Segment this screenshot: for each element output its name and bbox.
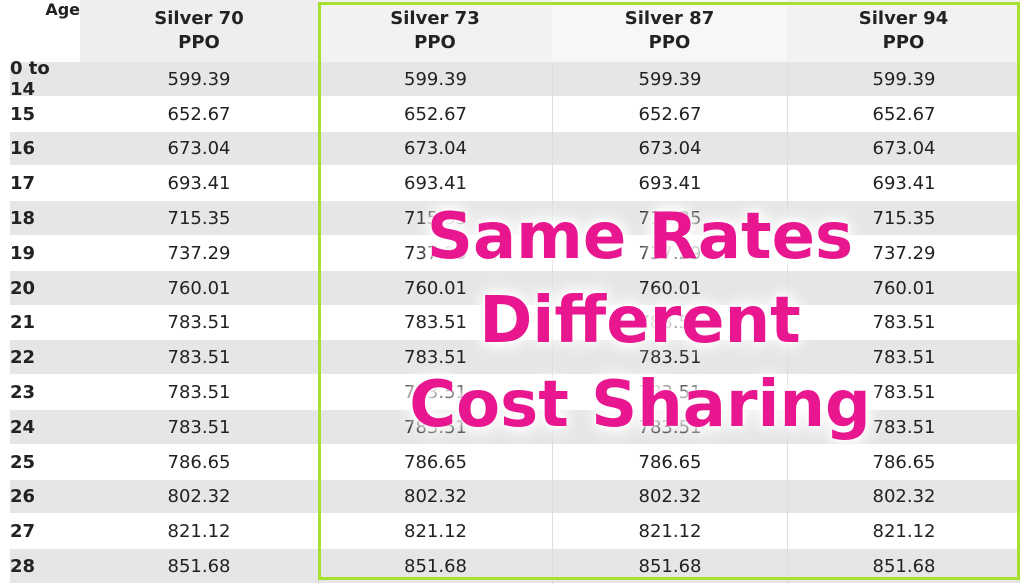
rate-cell: 802.32: [552, 479, 787, 515]
plan-name: Silver 87: [624, 8, 715, 29]
row-band: [10, 166, 1020, 201]
rate-cell: 851.68: [787, 549, 1020, 584]
row-band: [10, 131, 1020, 166]
column-header: Silver 94 PPO: [787, 0, 1020, 62]
rate-cell: 693.41: [552, 166, 787, 202]
rate-cell: 715.35: [167, 208, 231, 230]
age-cell: 22: [10, 347, 36, 369]
row-band: [10, 236, 1020, 270]
column-header: Silver 87 PPO: [552, 0, 787, 62]
rate-cell: 715.35: [552, 201, 787, 236]
rate-cell: 673.04: [787, 131, 1020, 167]
rate-cell: 652.67: [552, 96, 787, 132]
row-band: [10, 444, 1020, 479]
plan-name: Silver 70: [154, 8, 244, 29]
row-band: [10, 375, 1020, 409]
age-cell: 16: [10, 138, 36, 160]
row-band: [10, 62, 1020, 96]
rate-cell: 737.29: [552, 236, 787, 271]
plan-name: Silver 94: [858, 8, 949, 29]
age-cell: 25: [10, 451, 36, 473]
rate-cell: 802.32: [167, 486, 231, 508]
row-band: [10, 340, 1020, 375]
rate-cell: 802.32: [787, 479, 1020, 515]
rate-cell: 783.51: [167, 347, 231, 369]
rate-cell: 760.01: [167, 277, 231, 299]
column-header: Silver 73 PPO: [318, 0, 552, 62]
row-band: [10, 201, 1020, 235]
rate-cell: 760.01: [552, 270, 787, 306]
rate-cell: 783.51: [552, 340, 787, 376]
rate-cell: 693.41: [167, 173, 231, 195]
rate-cell: 783.51: [552, 410, 787, 445]
age-cell: 0 to 14: [10, 58, 50, 101]
plan-type: PPO: [414, 32, 456, 53]
age-cell: 17: [10, 173, 36, 195]
age-cell: 23: [10, 382, 36, 404]
rate-cell: 783.51: [552, 375, 787, 410]
plan-type: PPO: [648, 32, 691, 53]
rate-cell: 673.04: [552, 131, 787, 167]
rate-cell: 783.51: [787, 305, 1020, 341]
rate-cell: 821.12: [552, 514, 787, 550]
caption-line: Same Rates: [426, 200, 854, 274]
age-header: Age: [45, 0, 80, 19]
rate-cell: 737.29: [167, 242, 231, 264]
rate-cell: 786.65: [787, 444, 1020, 480]
caption-line: Cost Sharing: [409, 368, 871, 442]
rate-cell: 599.39: [787, 62, 1020, 97]
rate-cell: 783.51: [787, 410, 1020, 445]
age-cell: 19: [10, 242, 36, 264]
age-cell: 26: [10, 486, 36, 508]
rate-cell: 599.39: [552, 62, 787, 97]
plan-name: Silver 73: [390, 8, 480, 29]
age-cell: 27: [10, 521, 36, 543]
rate-cell: 783.51: [167, 416, 231, 438]
rate-cell: 599.39: [167, 68, 231, 90]
rate-cell: 715.35: [787, 201, 1020, 236]
rate-table: Age Silver 70 PPO Silver 73 PPO Silver 87 PPO S…: [10, 0, 1020, 584]
caption-line: Different: [479, 284, 801, 358]
plan-type: PPO: [882, 32, 925, 53]
rate-cell: 673.04: [167, 138, 231, 160]
rate-cell: 760.01: [787, 270, 1020, 306]
row-band: [10, 410, 1020, 444]
rate-cell: 786.65: [552, 444, 787, 480]
rate-cell: 652.67: [167, 103, 231, 125]
rate-cell: 786.65: [167, 451, 231, 473]
rate-cell: 693.41: [787, 166, 1020, 202]
row-band: [10, 514, 1020, 549]
rate-cell: 737.29: [787, 236, 1020, 271]
row-band: [10, 96, 1020, 131]
age-cell: 28: [10, 556, 36, 578]
highlight-frame: [318, 2, 1020, 580]
rate-cell: 652.67: [787, 96, 1020, 132]
rate-cell: 783.51: [787, 340, 1020, 376]
rate-cell: 851.68: [552, 549, 787, 584]
rate-cell: 783.51: [787, 375, 1020, 410]
column-header: Silver 70 PPO: [80, 0, 318, 62]
age-cell: 15: [10, 103, 36, 125]
plan-type: PPO: [178, 32, 220, 53]
rate-cell: 821.12: [167, 521, 231, 543]
row-band: [10, 270, 1020, 305]
row-band: [10, 305, 1020, 340]
age-cell: 18: [10, 208, 36, 230]
age-cell: 21: [10, 312, 36, 334]
rate-cell: 851.68: [167, 556, 231, 578]
rate-cell: 821.12: [787, 514, 1020, 550]
rate-cell: 783.51: [167, 312, 231, 334]
rate-cell: 783.51: [167, 382, 231, 404]
rate-cell: 783.51: [552, 305, 787, 341]
age-cell: 24: [10, 416, 36, 438]
row-band: [10, 479, 1020, 514]
age-cell: 20: [10, 277, 36, 299]
overlay-caption: Same Rates Different Cost Sharing: [360, 195, 920, 447]
